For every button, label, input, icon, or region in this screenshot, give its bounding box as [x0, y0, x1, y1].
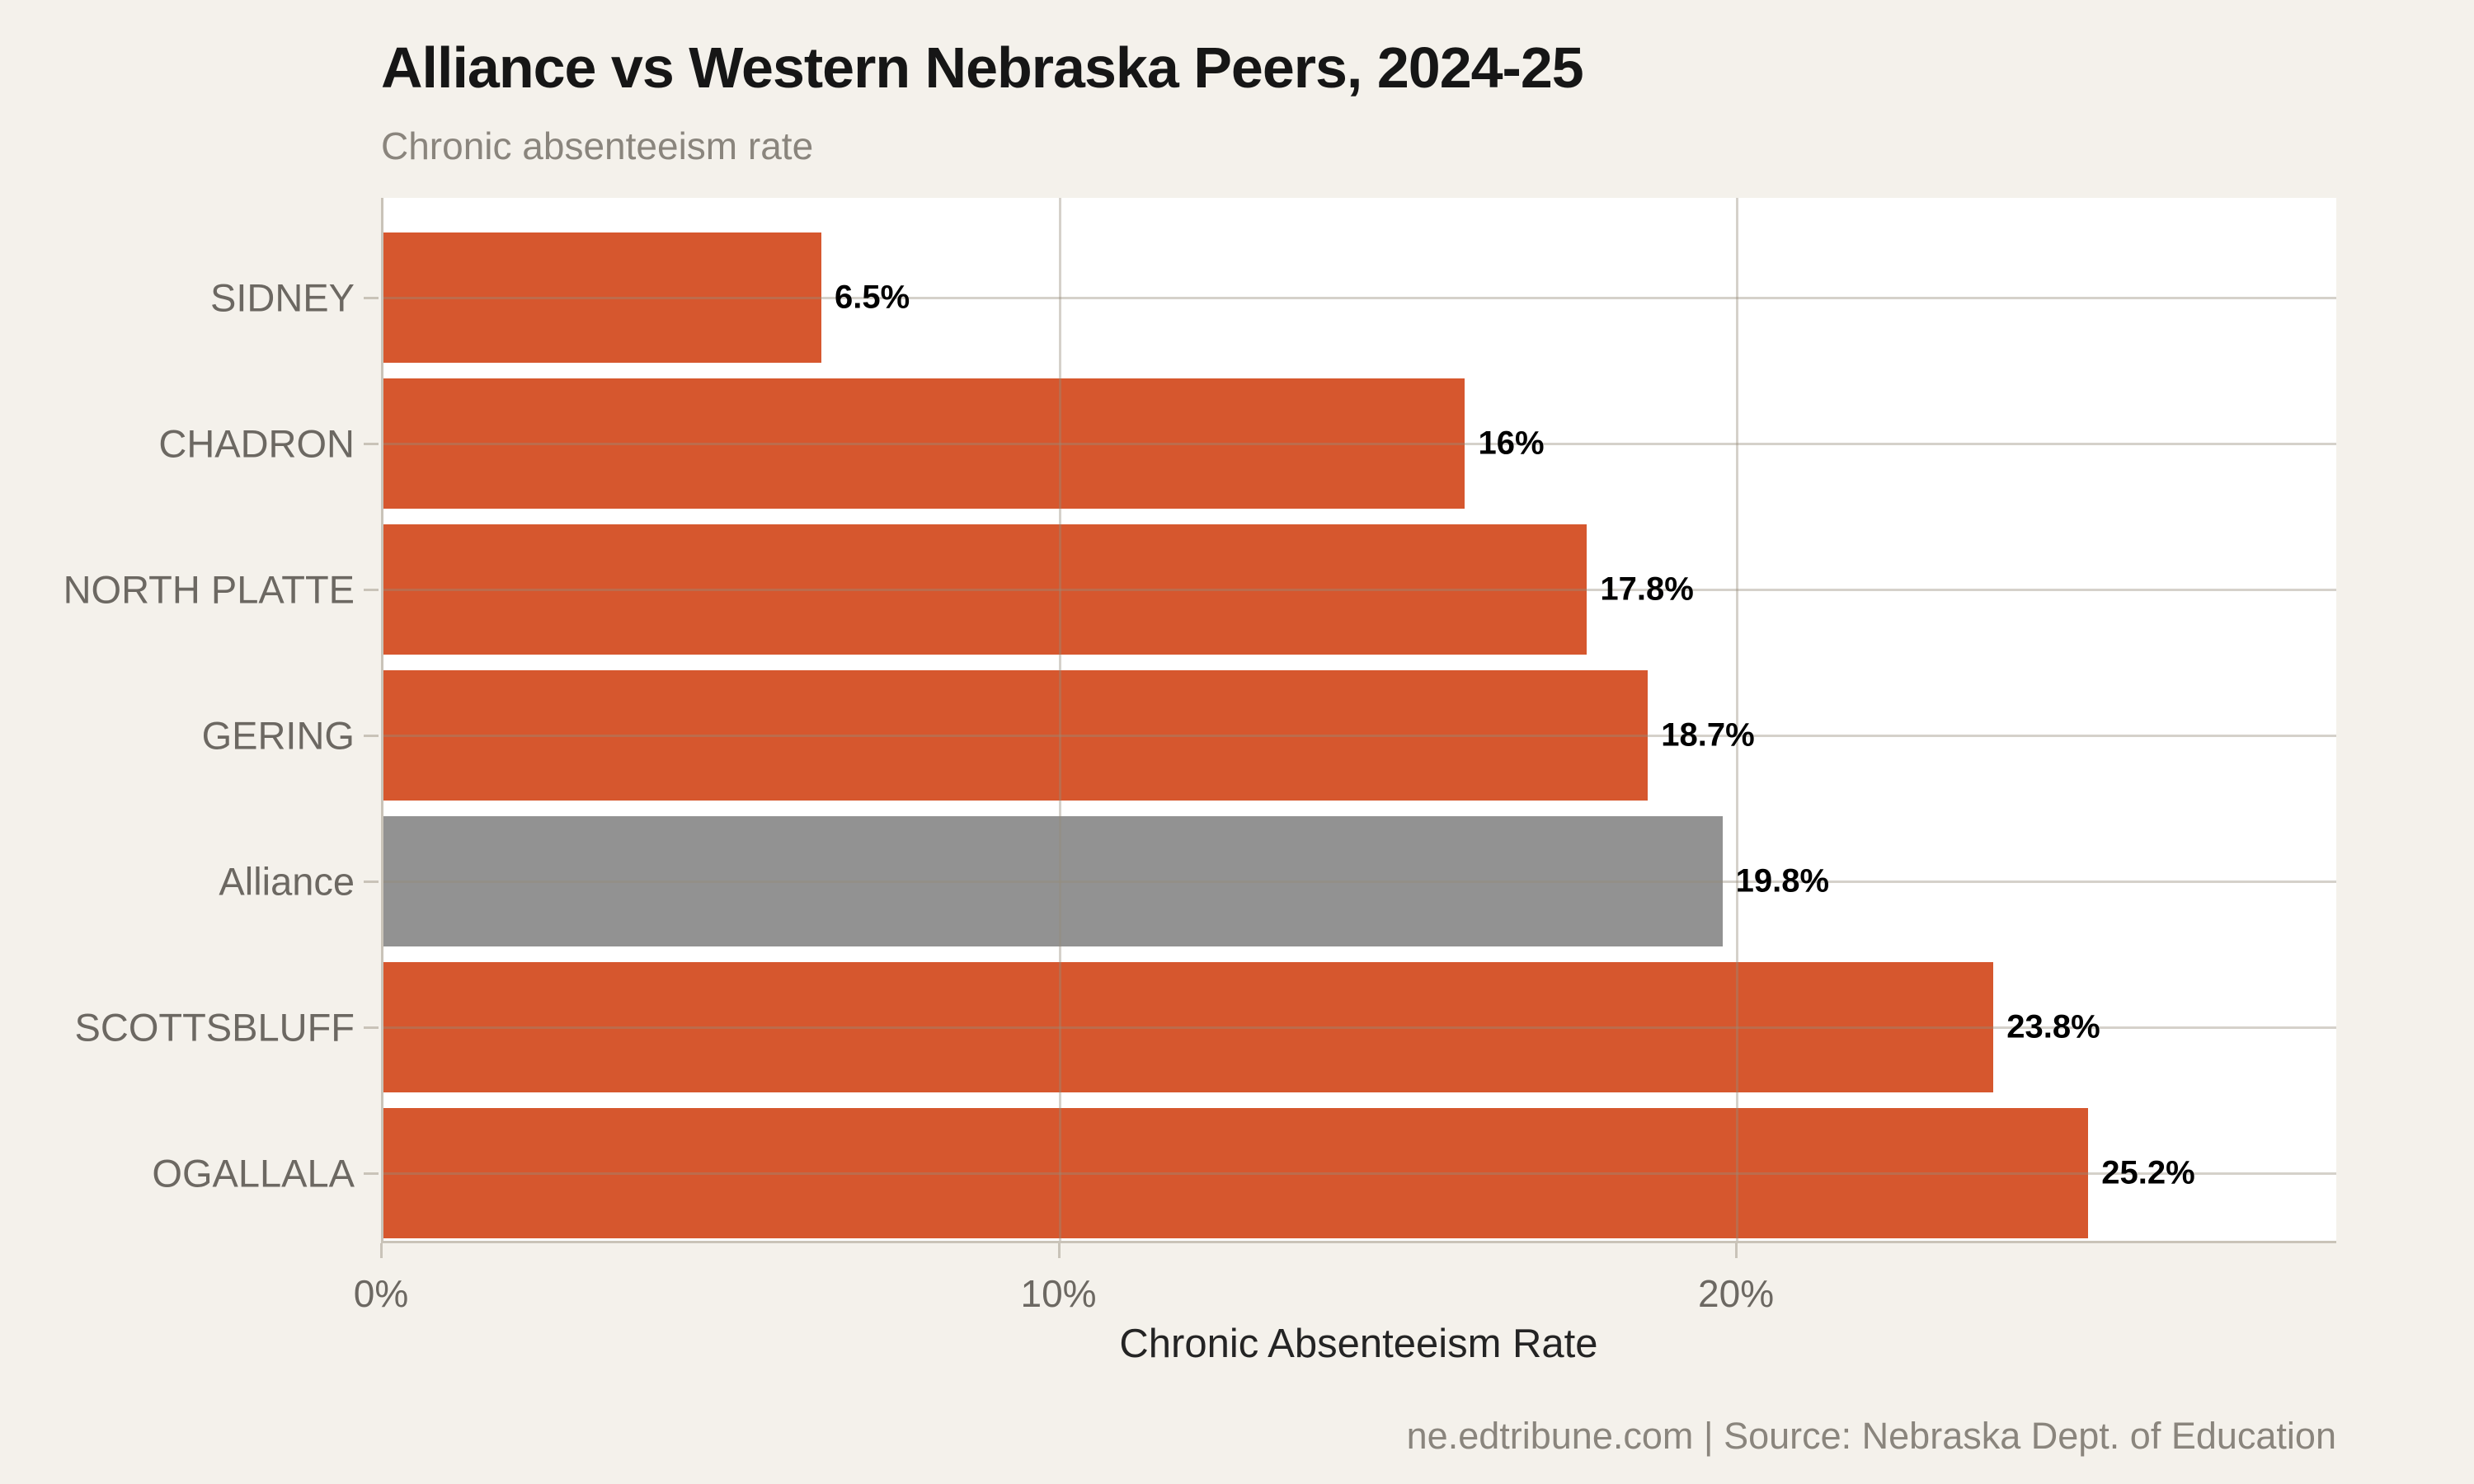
- x-tick-label: 20%: [1698, 1272, 1775, 1315]
- bar-value-label: 19.8%: [1735, 862, 1830, 899]
- bar-value-label: 6.5%: [835, 279, 910, 316]
- bar-row: 6.5%: [381, 224, 2336, 370]
- x-axis-title: Chronic Absenteeism Rate: [1119, 1322, 1598, 1366]
- bar: [381, 669, 1649, 801]
- x-tick: [380, 1243, 383, 1258]
- bar-row: 23.8%: [381, 955, 2336, 1101]
- bar-row: 25.2%: [381, 1101, 2336, 1247]
- plot-area: 6.5% 16% 17.8% 18.7% 19.8% 23.8% 25.2%: [364, 198, 2336, 1243]
- bar: [381, 1108, 2089, 1239]
- y-tick: [364, 442, 379, 445]
- bar-value-label: 18.7%: [1661, 716, 1755, 754]
- gridline-h: [381, 881, 2336, 884]
- bar: [381, 378, 1465, 509]
- y-tick: [364, 1026, 379, 1030]
- category-label: Alliance: [219, 859, 355, 904]
- category-label: SCOTTSBLUFF: [74, 1005, 355, 1050]
- y-tick: [364, 735, 379, 737]
- y-tick: [364, 296, 379, 299]
- category-label: GERING: [201, 713, 355, 758]
- bar-highlight: [381, 816, 1723, 947]
- y-axis-category-labels: SIDNEY CHADRON NORTH PLATTE GERING Alliance S…: [0, 198, 355, 1243]
- gridline-v: [1736, 198, 1739, 1243]
- bar-row: 18.7%: [381, 662, 2336, 808]
- bar: [381, 232, 821, 363]
- bar-value-label: 25.2%: [2101, 1154, 2195, 1191]
- gridline-h: [381, 1172, 2336, 1176]
- gridline-h: [381, 1026, 2336, 1030]
- gridline-h: [381, 442, 2336, 445]
- x-tick: [1735, 1243, 1738, 1258]
- footer-credit: ne.edtribune.com | Source: Nebraska Dept…: [1406, 1415, 2336, 1457]
- y-tick: [364, 881, 379, 884]
- y-tick: [364, 1172, 379, 1176]
- bar-rows: 6.5% 16% 17.8% 18.7% 19.8% 23.8% 25.2%: [381, 211, 2336, 1239]
- chart-subtitle: Chronic absenteeism rate: [381, 124, 814, 167]
- x-tick-label: 0%: [353, 1272, 409, 1315]
- x-tick: [1057, 1243, 1061, 1258]
- bar-row: 17.8%: [381, 516, 2336, 662]
- bar: [381, 524, 1587, 655]
- gridline-h: [381, 734, 2336, 737]
- gridline-v: [1058, 198, 1061, 1243]
- x-axis-line: [381, 1241, 2336, 1243]
- category-label: NORTH PLATTE: [63, 567, 355, 612]
- bar-row: 16%: [381, 370, 2336, 516]
- category-label: SIDNEY: [210, 275, 355, 320]
- y-axis-line: [381, 198, 383, 1243]
- bar: [381, 962, 1994, 1093]
- bar-row: 19.8%: [381, 809, 2336, 955]
- bar-value-label: 17.8%: [1600, 571, 1694, 608]
- page-title: Alliance vs Western Nebraska Peers, 2024…: [381, 35, 1584, 100]
- bar-value-label: 23.8%: [2006, 1008, 2100, 1045]
- bar-value-label: 16%: [1478, 425, 1545, 462]
- gridline-h: [381, 588, 2336, 591]
- category-label: CHADRON: [158, 421, 355, 466]
- y-tick: [364, 588, 379, 591]
- x-tick-label: 10%: [1020, 1272, 1097, 1315]
- gridline-h: [381, 296, 2336, 299]
- category-label: OGALLALA: [152, 1151, 355, 1195]
